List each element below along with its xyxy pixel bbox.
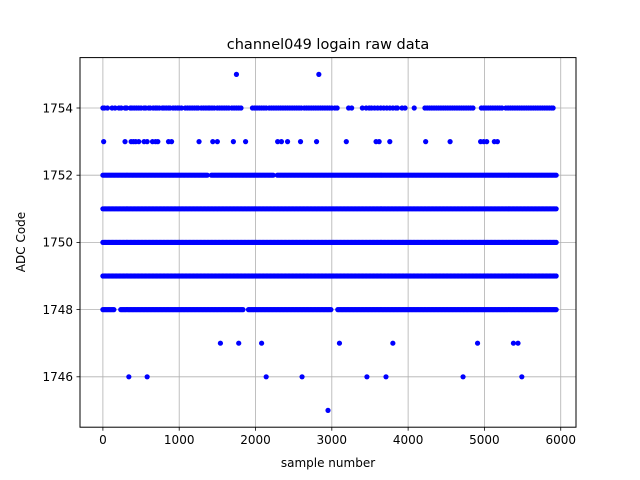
x-tick-label: 1000 [164,433,195,447]
data-point [275,139,281,145]
data-point [270,172,276,178]
data-point [144,139,150,145]
data-point [390,340,396,346]
data-point [460,374,466,380]
data-point [402,105,408,111]
data-point [336,340,343,346]
data-point [238,105,244,111]
data-point [316,71,322,77]
x-tick-label: 4000 [393,433,424,447]
data-point [510,340,517,346]
data-point [118,105,124,111]
data-point [126,374,132,380]
data-point [474,340,481,346]
data-point [484,139,490,145]
data-point [470,105,476,111]
data-point [349,105,355,111]
data-point [178,105,185,111]
data-point [144,374,150,380]
x-axis-label: sample number [281,456,375,470]
data-point [299,374,305,380]
y-tick-label: 1754 [42,101,73,115]
data-point [553,172,559,178]
data-point [553,206,559,212]
data-point [423,139,429,145]
x-tick-label: 0 [99,433,107,447]
data-point [259,340,265,346]
data-point [519,374,525,380]
data-point [196,139,202,145]
data-point [214,139,220,145]
data-point [343,139,349,145]
data-point [123,105,130,111]
data-point [550,105,556,111]
data-point [284,139,291,145]
data-point [553,307,559,313]
y-tick-label: 1748 [42,303,73,317]
data-point [494,139,500,145]
y-tick-label: 1746 [42,370,73,384]
data-point [263,374,269,380]
data-point [394,105,401,111]
data-point [334,105,340,111]
data-point [101,139,107,145]
x-tick-label: 2000 [240,433,271,447]
data-point [136,139,142,145]
data-points [100,71,559,413]
data-point [411,105,417,111]
data-point [364,374,370,380]
data-point [515,340,521,346]
x-tick-label: 3000 [317,433,348,447]
data-point [325,407,331,413]
data-point [499,105,505,111]
data-point [236,340,242,346]
data-point [328,307,334,313]
data-point [104,105,111,111]
data-point [204,172,210,178]
data-point [217,340,224,346]
data-point [387,139,393,145]
data-point [447,139,453,145]
data-point [297,139,304,145]
chart-title: channel049 logain raw data [227,37,429,53]
data-point [111,307,117,313]
data-point [383,374,389,380]
data-point [210,139,216,145]
data-point [233,71,240,77]
y-axis-label: ADC Code [14,212,28,272]
data-point [376,139,382,145]
data-point [230,139,236,145]
x-tick-label: 6000 [545,433,576,447]
data-point [278,139,285,145]
data-point [359,105,365,111]
data-point [242,139,249,145]
data-point [553,273,559,279]
data-point [240,307,246,313]
data-point [553,239,559,245]
data-point [313,139,320,145]
data-point [122,139,128,145]
y-tick-label: 1752 [42,169,73,183]
data-point [112,105,118,111]
y-axis-ticks: 1746 1748 1750 1752 1754 [42,101,80,384]
x-tick-label: 5000 [469,433,500,447]
data-point [168,139,175,145]
data-point [155,139,161,145]
x-axis-ticks: 0 1000 2000 3000 4000 5000 6000 [99,427,576,447]
y-tick-label: 1750 [42,236,73,250]
